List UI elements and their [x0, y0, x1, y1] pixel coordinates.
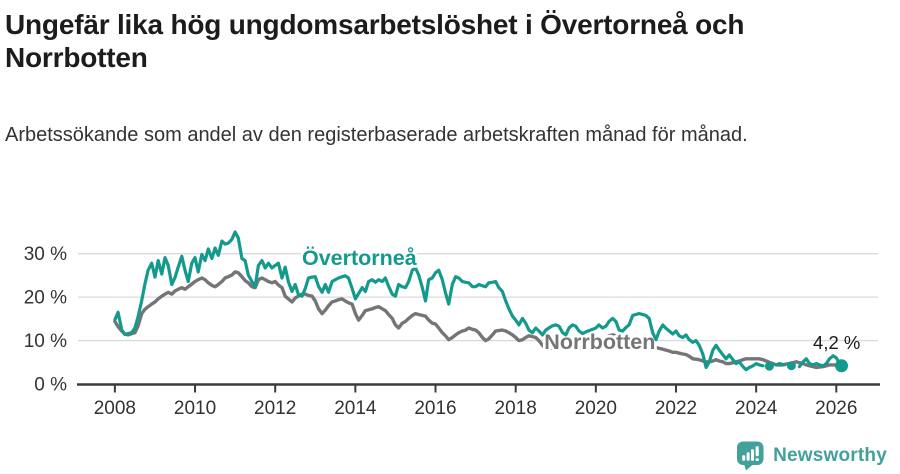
chart-subtitle: Arbetssökande som andel av den registerb…: [5, 124, 748, 147]
y-tick-label: 20 %: [24, 288, 67, 309]
brand-name: Newsworthy: [773, 444, 887, 466]
series-line-övertorneå: [113, 230, 844, 372]
x-tick-label: 2012: [254, 398, 296, 419]
x-tick-label: 2014: [334, 398, 377, 419]
x-tick-label: 2008: [94, 398, 136, 419]
data-point-marker: [764, 361, 774, 371]
chart-header: Ungefär lika hög ungdomsarbetslöshet i Ö…: [0, 0, 900, 151]
x-tick-label: 2026: [815, 398, 857, 419]
data-point-marker: [835, 359, 849, 373]
x-tick-label: 2022: [655, 398, 697, 419]
data-point-marker: [786, 361, 796, 371]
y-tick-label: 0 %: [34, 375, 67, 396]
newsworthy-logo-icon: [737, 441, 764, 471]
page-title: Ungefär lika hög ungdomsarbetslöshet i Ö…: [5, 9, 745, 74]
series-label-norrbotten: Norrbotten: [544, 330, 655, 354]
y-tick-label: 30 %: [24, 244, 67, 265]
end-value-annotation: 4,2 %: [813, 332, 860, 353]
x-tick-label: 2020: [575, 398, 617, 419]
x-tick-label: 2010: [174, 398, 216, 419]
y-tick-label: 10 %: [24, 331, 67, 352]
series-label-övertorneå: Övertorneå: [302, 245, 418, 270]
x-tick-label: 2018: [495, 398, 537, 419]
x-tick-label: 2024: [735, 398, 778, 419]
x-tick-label: 2016: [414, 398, 456, 419]
brand-footer: Newsworthy: [736, 440, 887, 471]
series-line-norrbotten: [113, 270, 845, 370]
